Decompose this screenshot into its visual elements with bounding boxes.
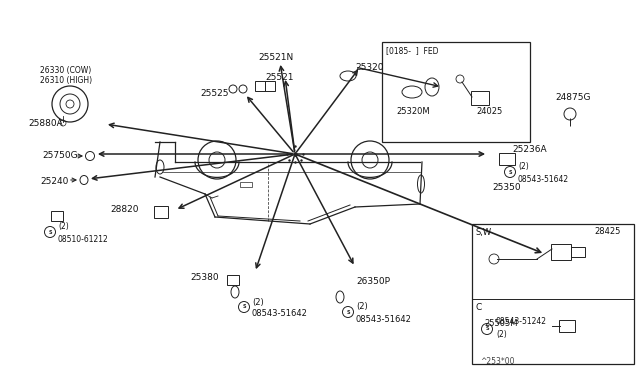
- Text: C: C: [476, 302, 483, 311]
- Text: 25380: 25380: [190, 273, 219, 282]
- Text: 25880A: 25880A: [28, 119, 63, 128]
- Text: S: S: [48, 230, 52, 234]
- Text: S: S: [243, 305, 246, 310]
- Text: (2): (2): [496, 330, 507, 339]
- Text: S: S: [508, 170, 512, 174]
- Text: 25240: 25240: [40, 177, 68, 186]
- Text: 26330 (COW): 26330 (COW): [40, 65, 92, 74]
- Text: 28820: 28820: [110, 205, 138, 215]
- Text: 08543-51242: 08543-51242: [496, 317, 547, 327]
- Text: [0185-  ]  FED: [0185- ] FED: [386, 46, 438, 55]
- Text: 08543-51642: 08543-51642: [518, 174, 569, 183]
- Text: 25350: 25350: [492, 183, 520, 192]
- Text: S,W: S,W: [476, 228, 492, 237]
- Text: S: S: [346, 310, 349, 314]
- Text: 08543-51642: 08543-51642: [356, 314, 412, 324]
- Text: 28425: 28425: [594, 228, 620, 237]
- Text: (2): (2): [252, 298, 264, 307]
- Text: 26350P: 26350P: [356, 278, 390, 286]
- Text: 25236A: 25236A: [512, 145, 547, 154]
- Text: (2): (2): [58, 222, 68, 231]
- Text: 26310 (HIGH): 26310 (HIGH): [40, 76, 92, 84]
- Text: 08510-61212: 08510-61212: [58, 234, 109, 244]
- Text: 25521N: 25521N: [258, 52, 293, 61]
- Text: 25320: 25320: [355, 62, 383, 71]
- Text: 24875G: 24875G: [555, 93, 591, 102]
- Text: S: S: [485, 327, 489, 331]
- Text: 24025: 24025: [476, 108, 502, 116]
- Text: (2): (2): [356, 302, 368, 311]
- Text: ^253*00: ^253*00: [480, 357, 515, 366]
- Text: 25521: 25521: [265, 73, 294, 81]
- Text: 25320M: 25320M: [396, 108, 429, 116]
- Text: (2): (2): [518, 163, 529, 171]
- Text: 25525: 25525: [200, 90, 228, 99]
- Text: 25750G: 25750G: [42, 151, 77, 160]
- Text: 08543-51642: 08543-51642: [252, 310, 308, 318]
- Text: 25505M: 25505M: [484, 320, 518, 328]
